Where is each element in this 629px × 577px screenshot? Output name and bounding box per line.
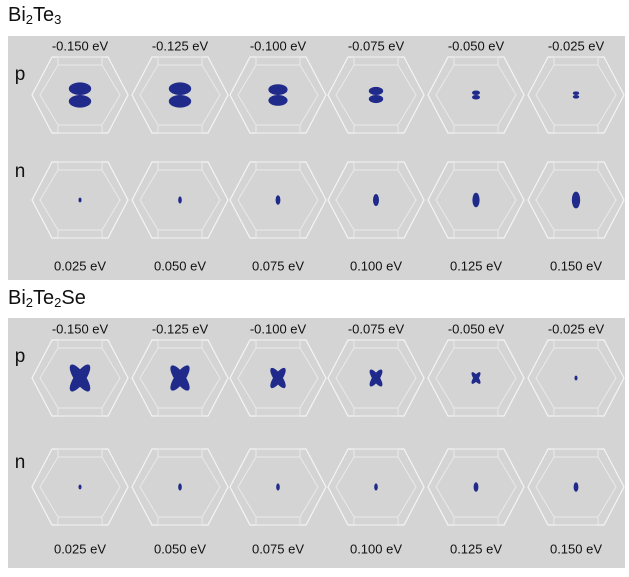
- energy-label: -0.150 eV: [52, 321, 109, 336]
- fermi-surface: [79, 198, 82, 203]
- fermi-surface: [573, 95, 579, 99]
- energy-label: 0.100 eV: [350, 541, 402, 556]
- row-label: n: [15, 452, 26, 473]
- fermi-surface: [69, 82, 91, 95]
- title-subscript: 2: [26, 12, 33, 27]
- fermi-surface: [79, 485, 82, 490]
- fermi-surface: [472, 95, 480, 100]
- energy-label: 0.150 eV: [550, 541, 602, 556]
- fermi-surface: [374, 483, 378, 490]
- fermi-surface: [574, 482, 579, 492]
- energy-label: 0.050 eV: [154, 541, 206, 556]
- panel-background: [8, 36, 625, 280]
- fermi-surface: [178, 196, 182, 203]
- fermi-surface: [268, 95, 287, 106]
- title-part: Bi: [8, 287, 26, 309]
- energy-label: -0.075 eV: [348, 38, 405, 53]
- energy-label: 0.025 eV: [54, 258, 106, 273]
- energy-label: -0.075 eV: [348, 321, 405, 336]
- energy-label: 0.125 eV: [450, 258, 502, 273]
- energy-label: -0.100 eV: [250, 38, 307, 53]
- energy-label: -0.025 eV: [548, 321, 605, 336]
- row-label: n: [15, 161, 26, 182]
- fermi-surface: [572, 192, 580, 209]
- fermi-surface: [169, 82, 191, 95]
- title-subscript: 3: [54, 12, 61, 27]
- fermi-surface: [575, 376, 578, 381]
- title-part: Se: [61, 287, 85, 309]
- energy-label: -0.050 eV: [448, 321, 505, 336]
- title-subscript: 2: [54, 295, 61, 310]
- row-label: p: [15, 64, 26, 85]
- energy-label: 0.075 eV: [252, 258, 304, 273]
- fermi-surface: [276, 483, 280, 490]
- energy-label: -0.100 eV: [250, 321, 307, 336]
- panel-title: Bi2Te2Se: [8, 287, 86, 310]
- fermi-surface: [369, 95, 383, 103]
- fermi-surface: [69, 95, 91, 108]
- energy-label: -0.025 eV: [548, 38, 605, 53]
- title-part: Te: [33, 287, 54, 309]
- panel-title: Bi2Te3: [8, 4, 61, 27]
- fermi-surface: [268, 84, 287, 95]
- fermi-surface: [178, 483, 182, 490]
- fermi-surface: [373, 194, 379, 206]
- energy-label: -0.150 eV: [52, 38, 109, 53]
- fermi-surface: [369, 87, 383, 95]
- energy-label: 0.075 eV: [252, 541, 304, 556]
- title-subscript: 2: [26, 295, 33, 310]
- energy-label: 0.125 eV: [450, 541, 502, 556]
- title-part: Bi: [8, 4, 26, 26]
- fermi-surface: [474, 482, 479, 492]
- energy-label: -0.125 eV: [152, 321, 209, 336]
- row-label: p: [15, 346, 26, 367]
- fermi-surface: [573, 91, 579, 95]
- energy-label: 0.100 eV: [350, 258, 402, 273]
- fermi-surface: [276, 195, 281, 205]
- energy-label: 0.025 eV: [54, 541, 106, 556]
- fermi-surface: [472, 193, 479, 207]
- title-part: Te: [33, 4, 54, 26]
- energy-label: -0.050 eV: [448, 38, 505, 53]
- panel-background: [8, 318, 625, 568]
- fermi-surface: [472, 91, 480, 96]
- energy-label: -0.125 eV: [152, 38, 209, 53]
- energy-label: 0.150 eV: [550, 258, 602, 273]
- energy-label: 0.050 eV: [154, 258, 206, 273]
- fermi-surface: [169, 95, 191, 108]
- figure: Bi2Te3p-0.150 eV-0.125 eV-0.100 eV-0.075…: [0, 0, 629, 572]
